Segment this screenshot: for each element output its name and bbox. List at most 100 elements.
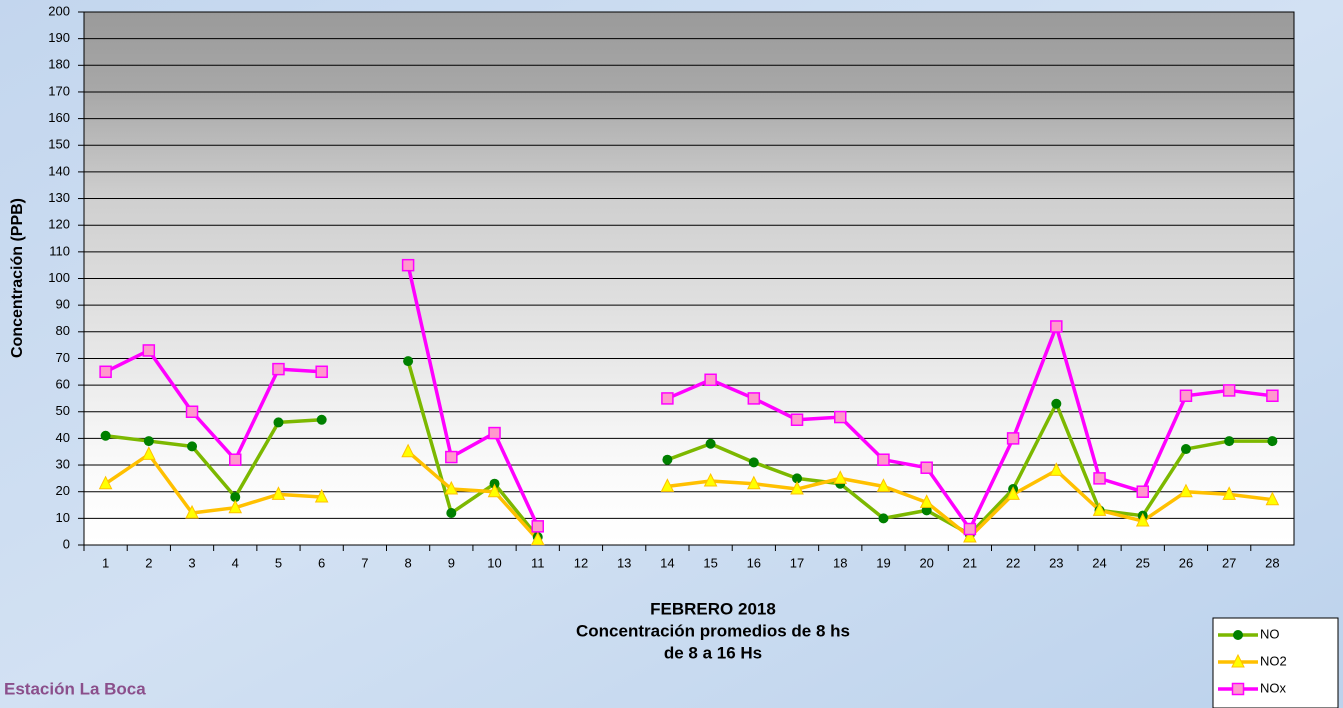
x-tick-label: 23 xyxy=(1049,555,1063,570)
x-tick-label: 18 xyxy=(833,555,847,570)
x-tick-label: 10 xyxy=(487,555,501,570)
x-tick-label: 17 xyxy=(790,555,804,570)
marker xyxy=(142,446,156,460)
y-tick-label: 50 xyxy=(56,403,70,418)
y-tick-label: 200 xyxy=(48,3,70,18)
marker xyxy=(230,492,241,503)
marker xyxy=(1179,483,1193,498)
marker xyxy=(833,470,848,484)
marker xyxy=(271,486,286,500)
y-tick-label: 10 xyxy=(56,510,70,525)
marker xyxy=(747,392,761,405)
marker xyxy=(446,508,457,519)
marker xyxy=(661,392,674,405)
y-tick-label: 20 xyxy=(56,483,70,498)
marker xyxy=(444,480,459,495)
marker xyxy=(185,504,199,519)
marker xyxy=(531,520,544,533)
y-tick-label: 140 xyxy=(48,163,70,178)
legend-marker xyxy=(1231,682,1245,696)
x-tick-label: 15 xyxy=(703,555,717,570)
marker xyxy=(1049,462,1064,476)
y-tick-label: 160 xyxy=(48,110,70,125)
x-tick-label: 1 xyxy=(102,555,109,570)
y-tick-label: 130 xyxy=(48,190,70,205)
legend-marker xyxy=(1233,630,1243,640)
marker xyxy=(100,430,111,441)
chart-subtitle: de 8 a 16 Hs xyxy=(664,643,762,662)
marker xyxy=(1266,389,1279,403)
y-tick-label: 110 xyxy=(49,243,70,258)
marker xyxy=(229,453,242,466)
marker xyxy=(660,478,675,492)
x-tick-label: 6 xyxy=(318,555,325,570)
marker xyxy=(877,453,890,466)
marker xyxy=(876,478,891,492)
y-tick-label: 60 xyxy=(56,377,70,392)
marker xyxy=(1006,432,1020,445)
x-tick-label: 26 xyxy=(1179,555,1193,570)
marker xyxy=(705,438,716,449)
marker xyxy=(401,443,415,458)
marker xyxy=(316,414,327,425)
marker xyxy=(1051,398,1062,409)
marker xyxy=(228,499,243,514)
marker xyxy=(790,480,804,495)
marker xyxy=(98,475,113,490)
marker xyxy=(792,473,803,484)
x-tick-label: 8 xyxy=(404,555,411,570)
marker xyxy=(99,365,112,379)
chart-subtitle: Concentración promedios de 8 hs xyxy=(576,621,850,640)
marker xyxy=(703,472,718,487)
marker xyxy=(272,362,285,376)
marker xyxy=(142,344,156,357)
marker xyxy=(1050,320,1063,333)
marker xyxy=(963,522,977,536)
y-tick-label: 80 xyxy=(56,323,70,338)
y-tick-label: 170 xyxy=(48,83,70,98)
marker xyxy=(314,488,329,503)
y-tick-label: 150 xyxy=(48,137,70,152)
marker xyxy=(662,454,673,465)
y-tick-label: 180 xyxy=(48,57,70,72)
y-tick-label: 100 xyxy=(48,270,70,285)
x-tick-label: 16 xyxy=(747,555,761,570)
marker xyxy=(1222,486,1236,500)
marker xyxy=(530,531,545,546)
marker xyxy=(1222,384,1236,397)
x-tick-label: 24 xyxy=(1092,555,1106,570)
x-tick-label: 25 xyxy=(1136,555,1150,570)
y-tick-label: 40 xyxy=(56,430,70,445)
y-axis-label: Concentración (PPB) xyxy=(9,198,26,358)
marker xyxy=(1267,436,1278,447)
marker xyxy=(790,413,804,426)
legend-label: NO xyxy=(1260,626,1280,641)
marker xyxy=(704,373,717,387)
x-tick-label: 22 xyxy=(1006,555,1020,570)
marker xyxy=(401,258,415,272)
marker xyxy=(748,457,759,468)
y-tick-label: 70 xyxy=(56,350,70,365)
station-label: Estación La Boca xyxy=(4,679,146,698)
x-tick-label: 7 xyxy=(361,555,368,570)
marker xyxy=(143,436,154,447)
marker xyxy=(273,417,284,428)
marker xyxy=(1136,485,1149,498)
y-tick-label: 90 xyxy=(56,297,70,312)
marker xyxy=(919,494,934,508)
marker xyxy=(488,426,501,440)
x-tick-label: 14 xyxy=(660,555,674,570)
x-tick-label: 19 xyxy=(876,555,890,570)
marker xyxy=(1093,472,1106,485)
x-tick-label: 20 xyxy=(919,555,933,570)
x-tick-label: 3 xyxy=(188,555,195,570)
marker xyxy=(487,483,502,498)
marker xyxy=(315,365,328,379)
marker xyxy=(187,441,198,452)
x-tick-label: 9 xyxy=(448,555,455,570)
x-tick-label: 27 xyxy=(1222,555,1236,570)
x-tick-label: 13 xyxy=(617,555,631,570)
y-tick-label: 0 xyxy=(63,536,70,551)
marker xyxy=(1265,491,1280,506)
